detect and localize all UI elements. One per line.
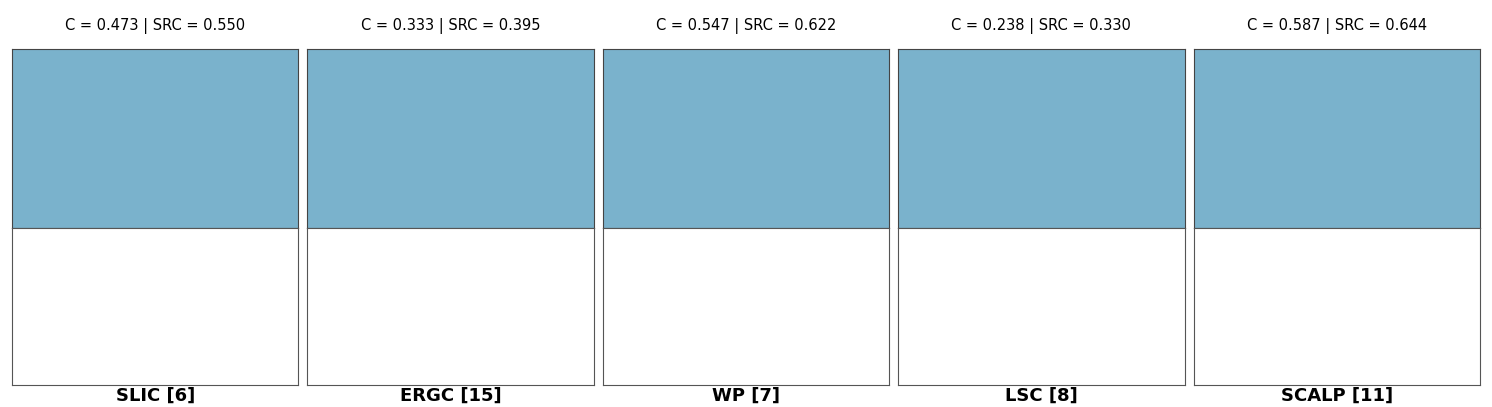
Text: SLIC [6]: SLIC [6] bbox=[115, 387, 195, 405]
Text: C = 0.547 | SRC = 0.622: C = 0.547 | SRC = 0.622 bbox=[656, 18, 836, 34]
Text: C = 0.238 | SRC = 0.330: C = 0.238 | SRC = 0.330 bbox=[952, 18, 1131, 34]
Text: C = 0.473 | SRC = 0.550: C = 0.473 | SRC = 0.550 bbox=[66, 18, 245, 34]
Text: SCALP [11]: SCALP [11] bbox=[1280, 387, 1394, 405]
Text: LSC [8]: LSC [8] bbox=[1006, 387, 1077, 405]
Text: C = 0.333 | SRC = 0.395: C = 0.333 | SRC = 0.395 bbox=[361, 18, 540, 34]
Text: C = 0.587 | SRC = 0.644: C = 0.587 | SRC = 0.644 bbox=[1247, 18, 1426, 34]
Text: WP [7]: WP [7] bbox=[712, 387, 780, 405]
Text: ERGC [15]: ERGC [15] bbox=[400, 387, 501, 405]
